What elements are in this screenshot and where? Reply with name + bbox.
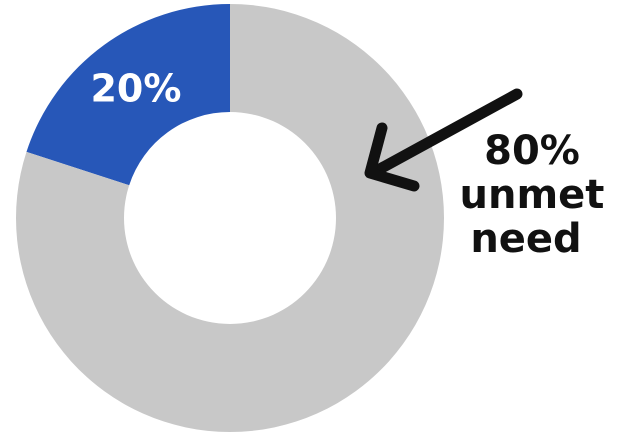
annotation-arrow-shaft xyxy=(372,88,523,176)
annotation-arrow-head xyxy=(364,122,420,192)
slice-label-1: 20% xyxy=(90,67,181,111)
annotation-arrow xyxy=(364,88,523,192)
donut-slice-1 xyxy=(26,4,230,186)
annotation-line-2: unmet xyxy=(460,172,605,218)
slice-labels: 20% xyxy=(90,67,181,111)
donut-slices xyxy=(16,4,445,432)
donut-slice-2 xyxy=(16,4,445,432)
annotation-line-3: need xyxy=(470,216,581,262)
annotation-line-1: 80% xyxy=(484,128,580,174)
